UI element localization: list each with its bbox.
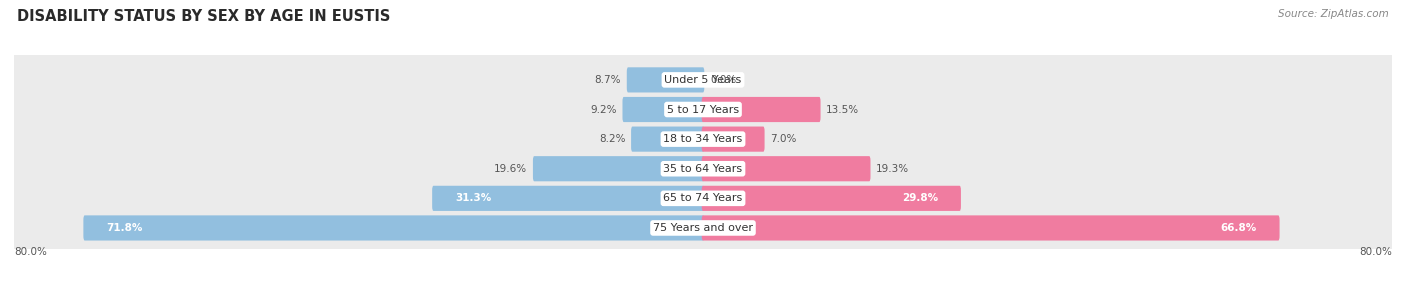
Text: 29.8%: 29.8% bbox=[903, 193, 938, 203]
FancyBboxPatch shape bbox=[631, 126, 704, 152]
FancyBboxPatch shape bbox=[702, 97, 821, 122]
FancyBboxPatch shape bbox=[702, 126, 765, 152]
Text: 71.8%: 71.8% bbox=[107, 223, 142, 233]
FancyBboxPatch shape bbox=[13, 112, 1393, 168]
Text: 65 to 74 Years: 65 to 74 Years bbox=[664, 193, 742, 203]
Text: 8.7%: 8.7% bbox=[595, 75, 621, 85]
FancyBboxPatch shape bbox=[13, 141, 1393, 197]
FancyBboxPatch shape bbox=[13, 200, 1393, 256]
Text: Under 5 Years: Under 5 Years bbox=[665, 75, 741, 85]
Text: 0.0%: 0.0% bbox=[710, 75, 737, 85]
Text: 31.3%: 31.3% bbox=[456, 193, 491, 203]
FancyBboxPatch shape bbox=[13, 83, 1393, 138]
Text: 19.6%: 19.6% bbox=[494, 164, 527, 174]
FancyBboxPatch shape bbox=[13, 53, 1393, 109]
Text: 80.0%: 80.0% bbox=[1360, 247, 1392, 257]
Text: DISABILITY STATUS BY SEX BY AGE IN EUSTIS: DISABILITY STATUS BY SEX BY AGE IN EUSTI… bbox=[17, 9, 391, 24]
Text: 19.3%: 19.3% bbox=[876, 164, 910, 174]
Text: 7.0%: 7.0% bbox=[770, 134, 797, 144]
FancyBboxPatch shape bbox=[13, 171, 1393, 227]
Text: 9.2%: 9.2% bbox=[591, 105, 617, 115]
Text: 5 to 17 Years: 5 to 17 Years bbox=[666, 105, 740, 115]
FancyBboxPatch shape bbox=[13, 142, 1393, 198]
FancyBboxPatch shape bbox=[13, 52, 1393, 108]
Text: 8.2%: 8.2% bbox=[599, 134, 626, 144]
Text: 75 Years and over: 75 Years and over bbox=[652, 223, 754, 233]
Text: 13.5%: 13.5% bbox=[827, 105, 859, 115]
FancyBboxPatch shape bbox=[13, 82, 1393, 137]
FancyBboxPatch shape bbox=[702, 186, 960, 211]
FancyBboxPatch shape bbox=[702, 215, 1279, 240]
FancyBboxPatch shape bbox=[13, 201, 1393, 257]
FancyBboxPatch shape bbox=[13, 171, 1393, 226]
Text: 35 to 64 Years: 35 to 64 Years bbox=[664, 164, 742, 174]
FancyBboxPatch shape bbox=[83, 215, 704, 240]
FancyBboxPatch shape bbox=[533, 156, 704, 181]
FancyBboxPatch shape bbox=[13, 111, 1393, 167]
FancyBboxPatch shape bbox=[623, 97, 704, 122]
Text: 80.0%: 80.0% bbox=[14, 247, 46, 257]
Text: 18 to 34 Years: 18 to 34 Years bbox=[664, 134, 742, 144]
FancyBboxPatch shape bbox=[432, 186, 704, 211]
Text: 66.8%: 66.8% bbox=[1220, 223, 1257, 233]
FancyBboxPatch shape bbox=[702, 156, 870, 181]
FancyBboxPatch shape bbox=[627, 67, 704, 92]
Text: Source: ZipAtlas.com: Source: ZipAtlas.com bbox=[1278, 9, 1389, 19]
